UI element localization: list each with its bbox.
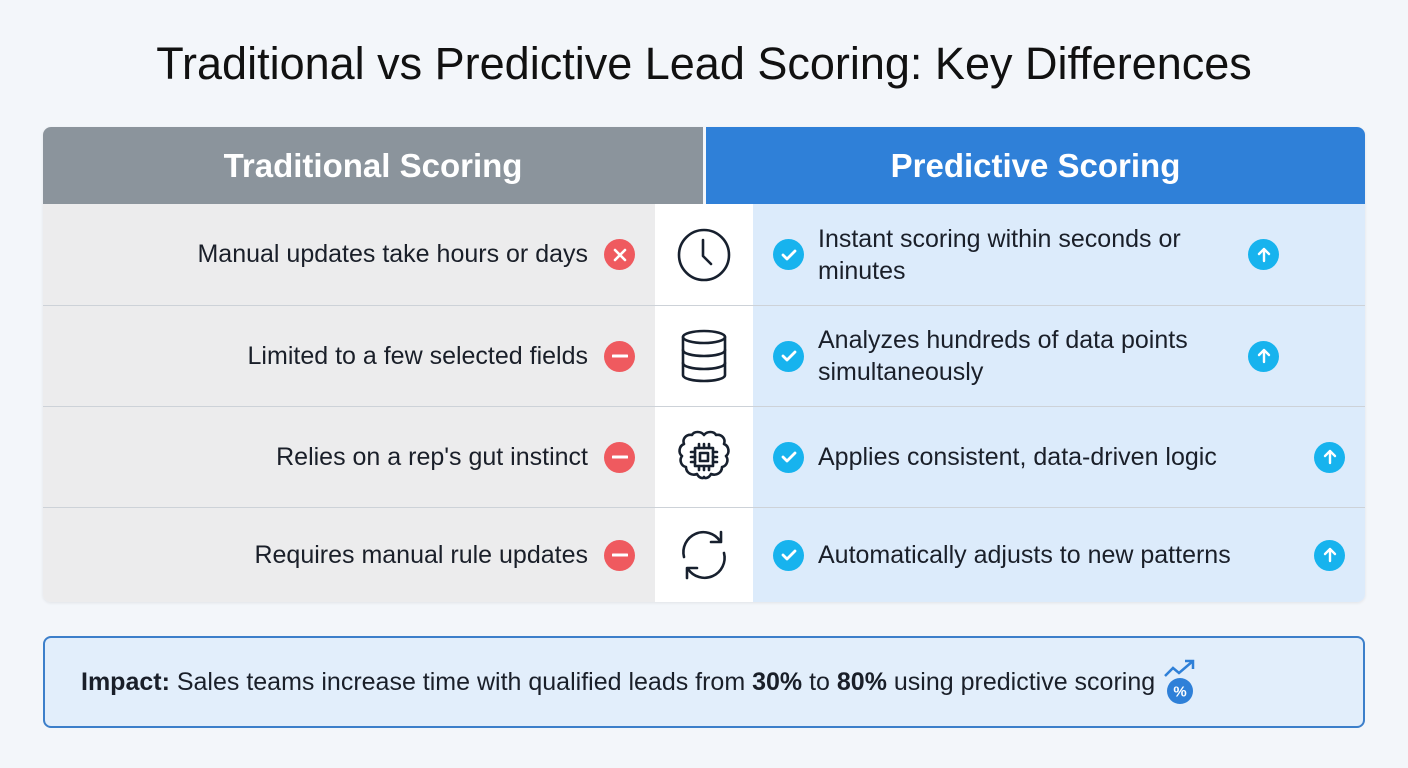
comparison-table: Traditional Scoring Predictive Scoring M… [43, 127, 1365, 602]
table-row: Limited to a few selected fields Analyze… [43, 305, 1365, 406]
traditional-cell: Requires manual rule updates [43, 508, 655, 602]
traditional-text: Limited to a few selected fields [247, 341, 588, 370]
page-title: Traditional vs Predictive Lead Scoring: … [156, 38, 1252, 89]
clock-icon [655, 204, 753, 305]
check-circle-icon [773, 539, 804, 571]
table-row: Relies on a rep's gut instinct Applies c… [43, 406, 1365, 507]
check-circle-icon [773, 441, 804, 473]
header-traditional: Traditional Scoring [43, 127, 703, 204]
arrow-up-circle-icon [1314, 539, 1345, 571]
predictive-text: Instant scoring within seconds or minute… [818, 224, 1181, 285]
traditional-text: Manual updates take hours or days [197, 240, 588, 268]
traditional-cell: Manual updates take hours or days [43, 204, 655, 305]
traditional-text: Requires manual rule updates [254, 540, 588, 569]
predictive-cell: Analyzes hundreds of data points simulta… [753, 306, 1365, 406]
predictive-text: Automatically adjusts to new patterns [818, 541, 1231, 569]
minus-circle-icon [604, 539, 635, 571]
traditional-text: Relies on a rep's gut instinct [276, 442, 588, 471]
predictive-cell: Automatically adjusts to new patterns [753, 508, 1365, 602]
table-row: Requires manual rule updates Automatical… [43, 507, 1365, 602]
predictive-cell: Instant scoring within seconds or minute… [753, 204, 1365, 305]
arrow-up-circle-icon [1248, 340, 1279, 372]
minus-circle-icon [604, 441, 635, 473]
minus-circle-icon [604, 340, 635, 372]
predictive-cell: Applies consistent, data-driven logic [753, 407, 1365, 507]
traditional-cell: Relies on a rep's gut instinct [43, 407, 655, 507]
x-circle-icon [604, 239, 635, 270]
arrow-up-circle-icon [1314, 441, 1345, 473]
table-row: Manual updates take hours or days Instan… [43, 204, 1365, 305]
svg-text:%: % [1173, 684, 1186, 701]
trend-percent-icon: % [1163, 658, 1199, 706]
traditional-cell: Limited to a few selected fields [43, 306, 655, 406]
check-circle-icon [773, 239, 804, 270]
impact-text: Impact: Sales teams increase time with q… [81, 667, 1156, 696]
predictive-text: Applies consistent, data-driven logic [818, 443, 1217, 471]
refresh-icon [655, 508, 753, 602]
arrow-up-circle-icon [1248, 239, 1279, 270]
impact-box: Impact: Sales teams increase time with q… [43, 636, 1365, 728]
table-header: Traditional Scoring Predictive Scoring [43, 127, 1365, 204]
brain-chip-icon [655, 407, 753, 507]
database-icon [655, 306, 753, 406]
header-predictive: Predictive Scoring [706, 127, 1365, 204]
check-circle-icon [773, 340, 804, 372]
predictive-text: Analyzes hundreds of data points simulta… [818, 326, 1188, 386]
